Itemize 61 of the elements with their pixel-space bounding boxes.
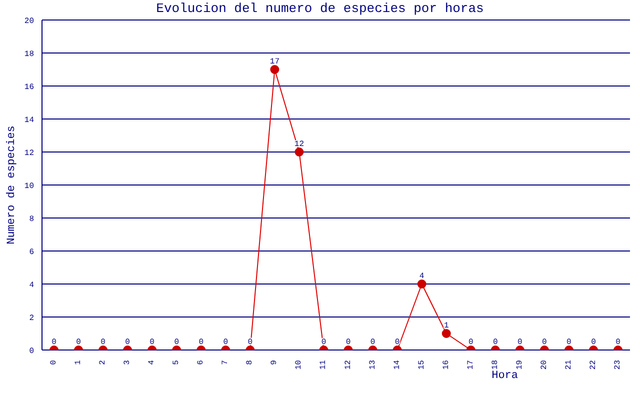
data-label: 0 xyxy=(100,338,106,347)
x-tick-label: 4 xyxy=(148,360,157,365)
point xyxy=(270,65,280,74)
x-tick-label: 23 xyxy=(614,360,622,370)
point xyxy=(294,148,304,156)
y-tick-label: 18 xyxy=(24,50,34,59)
data-label: 1 xyxy=(444,322,449,330)
data-label: 0 xyxy=(346,338,351,347)
y-tick-label: 16 xyxy=(24,82,34,92)
data-label: 0 xyxy=(52,338,57,347)
data-label: 0 xyxy=(370,338,376,347)
x-tick-label: 7 xyxy=(221,360,230,365)
y-tick-label: 12 xyxy=(24,148,34,158)
data-label: 0 xyxy=(616,338,621,347)
data-label: 0 xyxy=(125,338,130,347)
y-axis-title: Numero de especies xyxy=(6,126,18,244)
data-label: 0 xyxy=(566,338,572,347)
x-tick-label: 2 xyxy=(98,360,108,365)
x-tick-label: 19 xyxy=(515,360,524,370)
y-tick-label: 14 xyxy=(24,116,34,125)
x-tick-label: 20 xyxy=(540,360,549,370)
chart-title: Evolucion del numero de especies por horas xyxy=(155,1,485,16)
data-label: 0 xyxy=(174,338,180,347)
x-tick-label: 21 xyxy=(564,360,574,370)
x-tick-label: 6 xyxy=(196,360,206,365)
y-tick-label: 8 xyxy=(29,214,34,224)
x-tick-label: 9 xyxy=(270,360,280,365)
data-label: 4 xyxy=(419,272,424,281)
x-tick-label: 12 xyxy=(344,360,353,370)
x-tick-label: 5 xyxy=(172,360,182,365)
data-label: 0 xyxy=(492,338,498,347)
data-label: 0 xyxy=(198,338,204,347)
x-tick-label: 8 xyxy=(246,360,255,365)
data-label: 0 xyxy=(468,338,474,347)
x-tick-label: 1 xyxy=(74,360,84,365)
data-label: 17 xyxy=(270,58,280,66)
x-tick-label: 0 xyxy=(50,360,58,365)
data-label: 0 xyxy=(76,338,82,347)
y-tick-label: 2 xyxy=(29,314,34,323)
x-tick-label: 11 xyxy=(319,360,328,370)
x-tick-label: 15 xyxy=(417,360,426,370)
data-label: 0 xyxy=(150,338,155,347)
x-tick-label: 17 xyxy=(466,360,476,370)
x-tick-label: 22 xyxy=(588,360,598,370)
y-tick-label: 4 xyxy=(29,280,34,290)
x-tick-label: 10 xyxy=(294,360,304,370)
y-tick-label: 20 xyxy=(24,16,34,26)
data-label: 0 xyxy=(518,338,523,347)
y-tick-label: 10 xyxy=(24,182,34,191)
data-label: 0 xyxy=(591,338,596,347)
x-tick-label: 14 xyxy=(392,360,402,370)
data-label: 0 xyxy=(394,338,400,347)
x-tick-label: 13 xyxy=(368,360,378,370)
data-label: 0 xyxy=(223,338,228,347)
x-tick-label: 18 xyxy=(490,360,500,370)
y-tick-label: 0 xyxy=(29,346,34,356)
x-tick-label: 3 xyxy=(123,360,132,365)
y-tick-label: 6 xyxy=(29,248,34,257)
x-tick-label: 16 xyxy=(442,360,451,370)
data-label: 0 xyxy=(542,338,548,347)
x-axis-title: Hora xyxy=(492,370,518,382)
